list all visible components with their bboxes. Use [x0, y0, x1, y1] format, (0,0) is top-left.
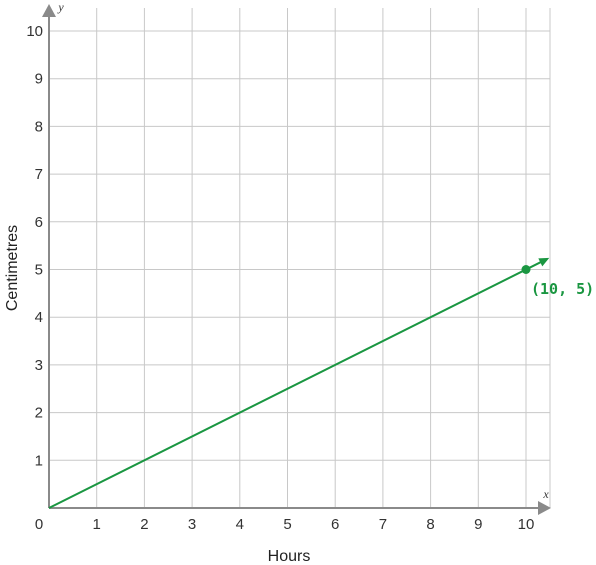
axes [42, 4, 551, 515]
grid [49, 8, 551, 508]
series [48, 257, 550, 509]
series-arrowhead [538, 257, 550, 267]
data-point [521, 265, 531, 274]
x-axis-symbol: x [542, 487, 549, 501]
x-tick-label: 8 [426, 516, 434, 533]
series-line [48, 259, 545, 509]
x-tick-label: 4 [236, 516, 244, 533]
y-axis-symbol: y [57, 0, 64, 14]
x-axis-arrow [538, 501, 551, 515]
x-tick-label: 9 [474, 516, 482, 533]
y-tick-label: 7 [35, 166, 43, 183]
y-tick-label: 8 [35, 118, 43, 135]
y-tick-label: 2 [35, 405, 43, 422]
x-tick-label: 3 [188, 516, 196, 533]
x-tick-label: 2 [140, 516, 148, 533]
point-label: (10, 5) [531, 280, 594, 298]
x-axis-label: Hours [268, 548, 311, 565]
x-tick-label: 6 [331, 516, 339, 533]
x-tick-label: 10 [518, 516, 535, 533]
y-tick-label: 5 [35, 262, 43, 279]
y-axis-arrow [42, 4, 56, 17]
y-tick-label: 10 [26, 23, 43, 40]
x-tick-label: 1 [93, 516, 101, 533]
x-tick-label: 5 [283, 516, 291, 533]
tick-labels: 1 2 3 4 5 6 7 8 9 10 1 2 3 4 5 6 7 8 9 10 [26, 23, 534, 533]
y-tick-label: 6 [35, 214, 43, 231]
y-tick-label: 9 [35, 71, 43, 88]
y-tick-label: 3 [35, 357, 43, 374]
y-axis-label: Centimetres [4, 225, 21, 311]
origin-label: 0 [35, 516, 43, 533]
y-tick-label: 4 [35, 309, 43, 326]
y-tick-label: 1 [35, 452, 43, 469]
x-tick-label: 7 [379, 516, 387, 533]
